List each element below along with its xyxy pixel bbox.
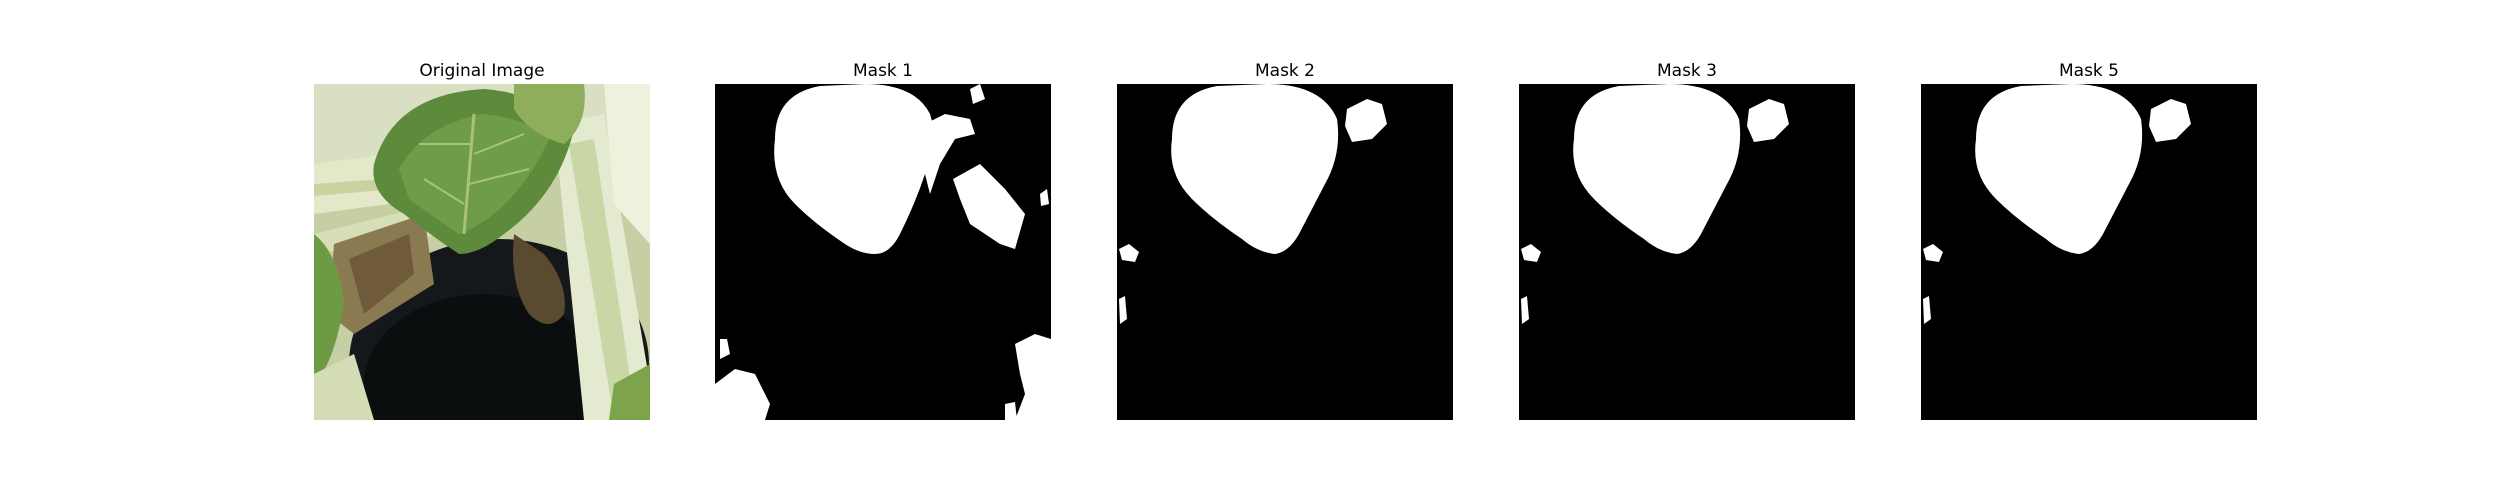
panel-title-mask-5: Mask 5 [2058,61,2119,81]
mask-5-image [1921,84,2257,420]
panel-mask-3: Mask 3 [1519,58,1855,420]
original-photo [314,84,650,420]
panel-mask-5: Mask 5 [1921,58,2257,420]
mask-1-image [715,84,1051,420]
panel-title-mask-3: Mask 3 [1656,61,1717,81]
panel-title-original: Original Image [419,61,545,81]
panel-title-mask-1: Mask 1 [852,61,913,81]
panel-mask-2: Mask 2 [1117,58,1453,420]
mask-3-image [1519,84,1855,420]
mask-2-image [1117,84,1453,420]
panel-mask-1: Mask 1 [715,58,1051,420]
panel-title-mask-2: Mask 2 [1254,61,1315,81]
panel-original-image: Original Image [314,58,650,420]
